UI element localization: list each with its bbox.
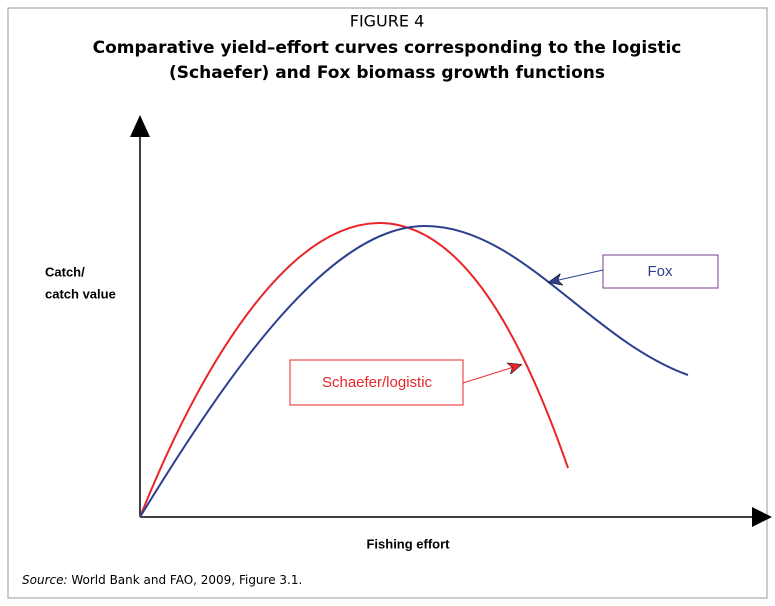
figure-label: FIGURE 4 [350, 12, 425, 31]
title: Comparative yield–effort curves correspo… [93, 38, 682, 58]
y-axis-label: Catch/ [45, 264, 85, 279]
schaefer-box [289, 359, 464, 406]
title: (Schaefer) and Fox biomass growth functi… [169, 63, 605, 83]
fox-curve [139, 224, 689, 518]
fox-box [602, 254, 719, 289]
schaefer-label: Schaefer/logistic [322, 374, 433, 391]
x-arrow [752, 507, 772, 527]
source: Source: World Bank and FAO, 2009, Figure… [22, 573, 302, 587]
x-axis-label: Fishing effort [366, 536, 450, 551]
y-axis-label: catch value [45, 286, 116, 301]
schaefer-curve [139, 221, 569, 518]
y-arrow [130, 115, 150, 137]
fox-pointer [550, 269, 604, 282]
source-text: World Bank and FAO, 2009, Figure 3.1. [71, 573, 302, 587]
source-label: Source: [22, 573, 68, 587]
fox-label: Fox [647, 263, 673, 280]
frame [7, 7, 768, 599]
schaefer-pointer [462, 365, 520, 384]
